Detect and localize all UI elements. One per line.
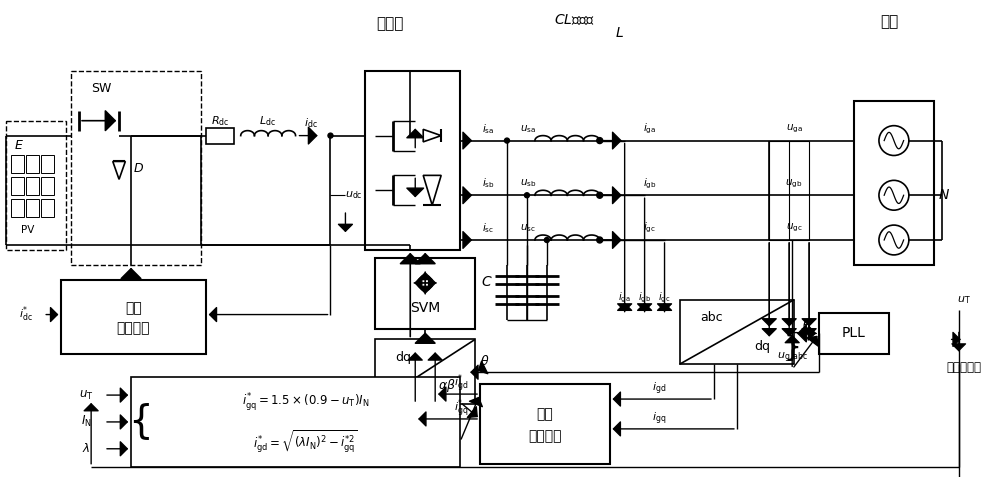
Bar (71, 71, 201, 265)
Text: $\theta$: $\theta$ (802, 318, 812, 333)
Text: $i_{\rm sa}$: $i_{\rm sa}$ (482, 122, 494, 136)
Text: $u_{\rm ga}$: $u_{\rm ga}$ (786, 122, 803, 135)
Circle shape (504, 138, 509, 143)
Text: $u_{\rm sa}$: $u_{\rm sa}$ (520, 123, 536, 134)
Text: SVM: SVM (410, 301, 440, 315)
Circle shape (597, 138, 603, 143)
Polygon shape (423, 175, 441, 205)
Circle shape (544, 238, 549, 242)
Bar (11, 199, 24, 217)
Text: $i_{\rm gq}^{*}$: $i_{\rm gq}^{*}$ (454, 398, 468, 420)
Text: $i_{\rm dc}^{*}$: $i_{\rm dc}^{*}$ (19, 305, 33, 325)
Polygon shape (113, 162, 125, 179)
Bar (365, 71, 460, 250)
Circle shape (879, 180, 909, 210)
Text: $i_{\rm gq}^{*}=1.5\times(0.9-u_{\rm T})I_{\rm N}$: $i_{\rm gq}^{*}=1.5\times(0.9-u_{\rm T})… (242, 391, 369, 413)
Text: $u_{\rm T}$: $u_{\rm T}$ (79, 389, 93, 402)
Text: }: } (783, 335, 801, 362)
Text: $i_{\rm gd}$: $i_{\rm gd}$ (652, 381, 667, 397)
Text: $i_{\rm gc}$: $i_{\rm gc}$ (658, 290, 671, 304)
Text: $u_{\rm g\_abc}$: $u_{\rm g\_abc}$ (777, 350, 808, 364)
Text: SW: SW (91, 82, 111, 96)
Text: $i_{\rm gb}$: $i_{\rm gb}$ (638, 290, 651, 304)
Text: $i_{\rm sc}$: $i_{\rm sc}$ (482, 221, 494, 235)
Text: 控制模块: 控制模块 (528, 429, 562, 443)
Polygon shape (423, 130, 441, 142)
Text: $i_{\rm ga}$: $i_{\rm ga}$ (618, 290, 631, 304)
Text: $L$: $L$ (615, 26, 624, 40)
Bar (26, 177, 39, 195)
Text: $u_{\rm sc}$: $u_{\rm sc}$ (520, 222, 536, 234)
Text: dq: dq (754, 340, 770, 353)
Bar (131, 377, 460, 467)
Text: $i_{\rm gc}$: $i_{\rm gc}$ (643, 221, 656, 235)
Text: $i_{\rm sb}$: $i_{\rm sb}$ (482, 176, 494, 190)
Text: $N$: $N$ (938, 188, 950, 202)
Text: $i_{\rm gd}^{*}=\sqrt{(\lambda I_{\rm N})^2-i_{\rm gq}^{*2}}$: $i_{\rm gd}^{*}=\sqrt{(\lambda I_{\rm N}… (253, 428, 358, 455)
Text: $\{$: $\{$ (128, 402, 150, 443)
Circle shape (597, 192, 603, 198)
Text: abc: abc (700, 311, 723, 324)
Text: $i_{\rm dc}$: $i_{\rm dc}$ (304, 116, 317, 130)
Bar (375, 258, 475, 329)
Text: D: D (133, 162, 143, 175)
Circle shape (879, 126, 909, 155)
Text: $i_{\rm gd}^{*}$: $i_{\rm gd}^{*}$ (454, 373, 468, 395)
Bar (680, 300, 794, 364)
Text: $u_{\rm gb}$: $u_{\rm gb}$ (785, 177, 803, 189)
Text: $CL$滤波器: $CL$滤波器 (554, 12, 595, 27)
Text: $L_{\rm dc}$: $L_{\rm dc}$ (259, 114, 276, 128)
Text: $C$: $C$ (481, 275, 493, 289)
Text: 直流: 直流 (125, 301, 142, 315)
Text: $u_{\rm T}$: $u_{\rm T}$ (957, 294, 971, 305)
Text: 低电压检测: 低电压检测 (946, 361, 981, 374)
Text: $i_{\rm gq}$: $i_{\rm gq}$ (652, 411, 667, 427)
Bar (11, 155, 24, 174)
Bar (6, 120, 66, 250)
Bar (41, 155, 54, 174)
Text: 控制模块: 控制模块 (117, 321, 150, 335)
Text: $R_{\rm dc}$: $R_{\rm dc}$ (211, 114, 229, 128)
Text: $\alpha\beta$: $\alpha\beta$ (438, 378, 456, 394)
Text: $\lambda$: $\lambda$ (82, 442, 90, 455)
Text: dq: dq (395, 351, 411, 364)
Text: 逆变器: 逆变器 (377, 16, 404, 31)
Text: PLL: PLL (842, 326, 866, 340)
Bar (375, 339, 475, 404)
Text: PV: PV (21, 225, 34, 235)
Text: $I_{\rm N}$: $I_{\rm N}$ (81, 414, 92, 429)
Text: $E$: $E$ (14, 139, 24, 152)
Bar (61, 280, 206, 354)
Text: $i_{\rm ga}$: $i_{\rm ga}$ (643, 121, 656, 136)
Circle shape (879, 225, 909, 255)
Bar (41, 177, 54, 195)
Bar (819, 313, 889, 354)
Text: $u_{\rm gc}$: $u_{\rm gc}$ (786, 222, 803, 234)
Bar (206, 128, 234, 143)
Bar (41, 199, 54, 217)
Bar (26, 199, 39, 217)
Text: $\theta$: $\theta$ (480, 354, 490, 368)
Bar (11, 177, 24, 195)
Circle shape (597, 237, 603, 243)
Text: $u_{\rm sb}$: $u_{\rm sb}$ (520, 177, 536, 189)
Text: 交流: 交流 (536, 407, 553, 422)
Bar (854, 101, 934, 265)
Bar (26, 155, 39, 174)
Text: $u_{\rm dc}$: $u_{\rm dc}$ (345, 189, 363, 201)
Bar (480, 384, 610, 464)
Text: 电网: 电网 (880, 14, 898, 29)
Circle shape (328, 133, 333, 138)
Text: $i_{\rm gb}$: $i_{\rm gb}$ (643, 176, 656, 191)
Circle shape (524, 193, 529, 198)
